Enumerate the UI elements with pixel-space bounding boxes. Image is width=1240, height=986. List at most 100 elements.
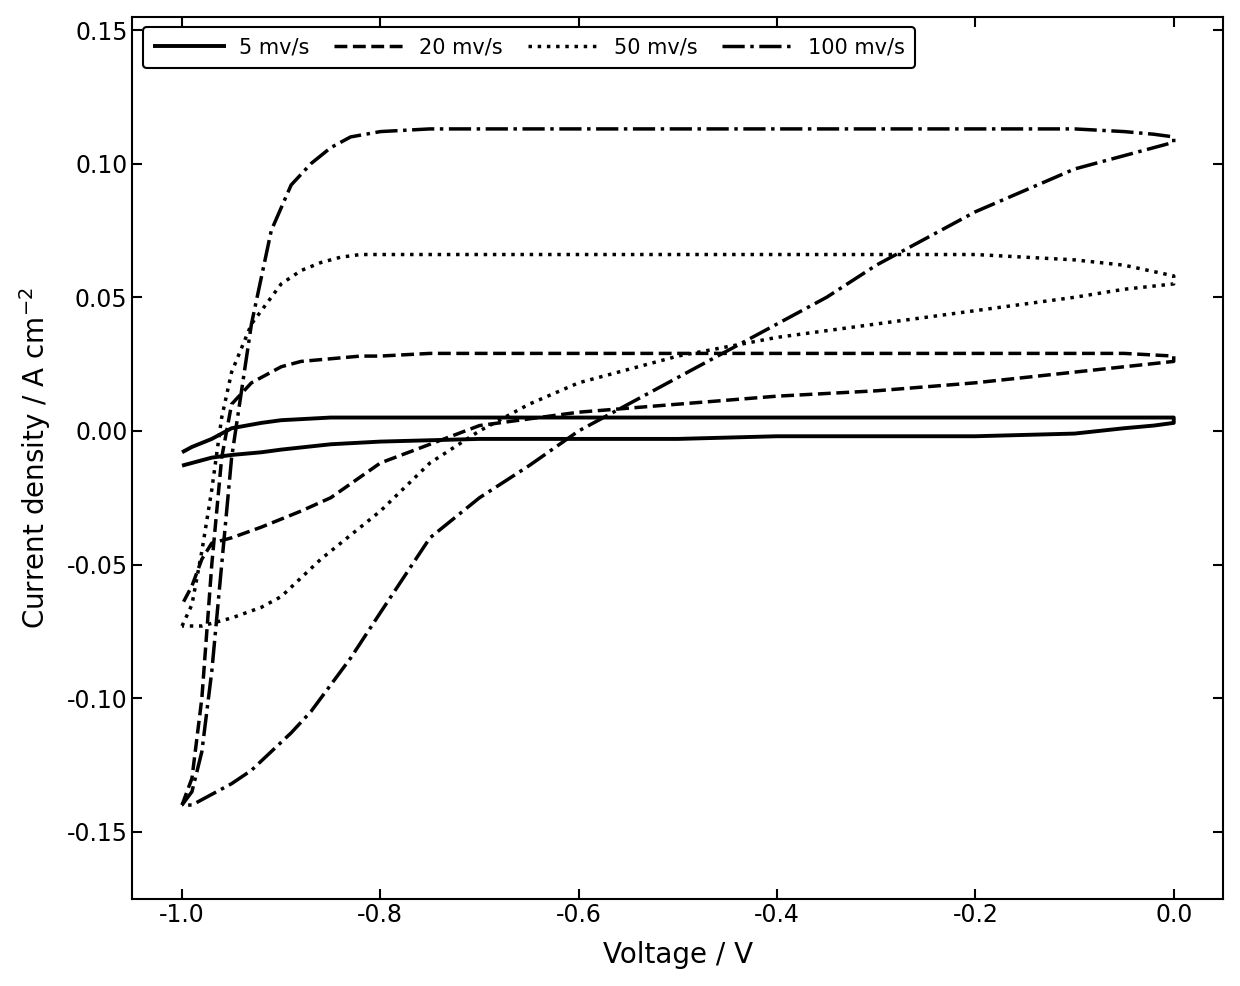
20 mv/s — [1117, 361, 1132, 373]
50 mv/s — [373, 248, 388, 260]
50 mv/s — [175, 620, 190, 632]
20 mv/s — [195, 553, 210, 565]
50 mv/s — [522, 398, 537, 410]
5 mv/s — [274, 444, 289, 456]
20 mv/s — [671, 347, 686, 359]
20 mv/s — [205, 537, 219, 549]
50 mv/s — [205, 484, 219, 496]
5 mv/s — [671, 411, 686, 423]
5 mv/s — [1068, 428, 1083, 440]
100 mv/s — [522, 123, 537, 135]
50 mv/s — [1167, 270, 1182, 282]
20 mv/s — [175, 799, 190, 810]
5 mv/s — [1167, 411, 1182, 423]
20 mv/s — [770, 347, 785, 359]
100 mv/s — [968, 206, 983, 218]
50 mv/s — [671, 350, 686, 362]
Line: 20 mv/s: 20 mv/s — [182, 353, 1174, 805]
20 mv/s — [175, 599, 190, 610]
5 mv/s — [472, 433, 487, 445]
50 mv/s — [1068, 254, 1083, 266]
20 mv/s — [1167, 350, 1182, 362]
5 mv/s — [869, 430, 884, 442]
5 mv/s — [472, 411, 487, 423]
20 mv/s — [294, 356, 309, 368]
5 mv/s — [324, 439, 339, 451]
50 mv/s — [522, 248, 537, 260]
20 mv/s — [195, 692, 210, 704]
50 mv/s — [373, 505, 388, 517]
Legend: 5 mv/s, 20 mv/s, 50 mv/s, 100 mv/s: 5 mv/s, 20 mv/s, 50 mv/s, 100 mv/s — [143, 27, 915, 68]
100 mv/s — [175, 799, 190, 810]
100 mv/s — [244, 764, 259, 776]
50 mv/s — [572, 377, 587, 388]
20 mv/s — [1167, 356, 1182, 368]
20 mv/s — [205, 559, 219, 571]
20 mv/s — [770, 390, 785, 402]
50 mv/s — [968, 248, 983, 260]
5 mv/s — [572, 433, 587, 445]
50 mv/s — [423, 248, 438, 260]
20 mv/s — [869, 347, 884, 359]
20 mv/s — [869, 385, 884, 396]
50 mv/s — [671, 248, 686, 260]
Line: 5 mv/s: 5 mv/s — [182, 417, 1174, 465]
50 mv/s — [1117, 283, 1132, 295]
20 mv/s — [274, 513, 289, 525]
5 mv/s — [869, 411, 884, 423]
X-axis label: Voltage / V: Voltage / V — [603, 942, 753, 969]
50 mv/s — [274, 591, 289, 602]
20 mv/s — [324, 492, 339, 504]
50 mv/s — [423, 458, 438, 469]
20 mv/s — [353, 350, 368, 362]
5 mv/s — [770, 411, 785, 423]
5 mv/s — [572, 411, 587, 423]
5 mv/s — [373, 411, 388, 423]
5 mv/s — [1117, 422, 1132, 434]
50 mv/s — [195, 620, 210, 632]
20 mv/s — [215, 452, 229, 463]
20 mv/s — [1117, 347, 1132, 359]
50 mv/s — [353, 248, 368, 260]
20 mv/s — [572, 347, 587, 359]
5 mv/s — [185, 441, 200, 453]
50 mv/s — [294, 264, 309, 276]
50 mv/s — [185, 599, 200, 610]
50 mv/s — [770, 331, 785, 343]
20 mv/s — [1068, 347, 1083, 359]
20 mv/s — [185, 772, 200, 784]
20 mv/s — [423, 347, 438, 359]
5 mv/s — [968, 430, 983, 442]
20 mv/s — [224, 398, 239, 410]
50 mv/s — [572, 248, 587, 260]
50 mv/s — [294, 572, 309, 584]
5 mv/s — [254, 447, 269, 458]
20 mv/s — [274, 361, 289, 373]
50 mv/s — [1068, 291, 1083, 303]
50 mv/s — [224, 612, 239, 624]
100 mv/s — [423, 123, 438, 135]
20 mv/s — [373, 458, 388, 469]
20 mv/s — [373, 350, 388, 362]
5 mv/s — [1147, 411, 1162, 423]
100 mv/s — [175, 799, 190, 810]
50 mv/s — [1167, 278, 1182, 290]
5 mv/s — [373, 436, 388, 448]
20 mv/s — [224, 531, 239, 543]
5 mv/s — [1068, 411, 1083, 423]
5 mv/s — [1117, 411, 1132, 423]
5 mv/s — [324, 411, 339, 423]
50 mv/s — [274, 278, 289, 290]
50 mv/s — [334, 537, 348, 549]
Line: 100 mv/s: 100 mv/s — [182, 129, 1174, 805]
Line: 50 mv/s: 50 mv/s — [182, 254, 1174, 626]
20 mv/s — [968, 347, 983, 359]
5 mv/s — [1167, 417, 1182, 429]
20 mv/s — [264, 366, 279, 378]
5 mv/s — [968, 411, 983, 423]
20 mv/s — [968, 377, 983, 388]
20 mv/s — [472, 347, 487, 359]
50 mv/s — [770, 248, 785, 260]
5 mv/s — [224, 422, 239, 434]
5 mv/s — [185, 458, 200, 469]
